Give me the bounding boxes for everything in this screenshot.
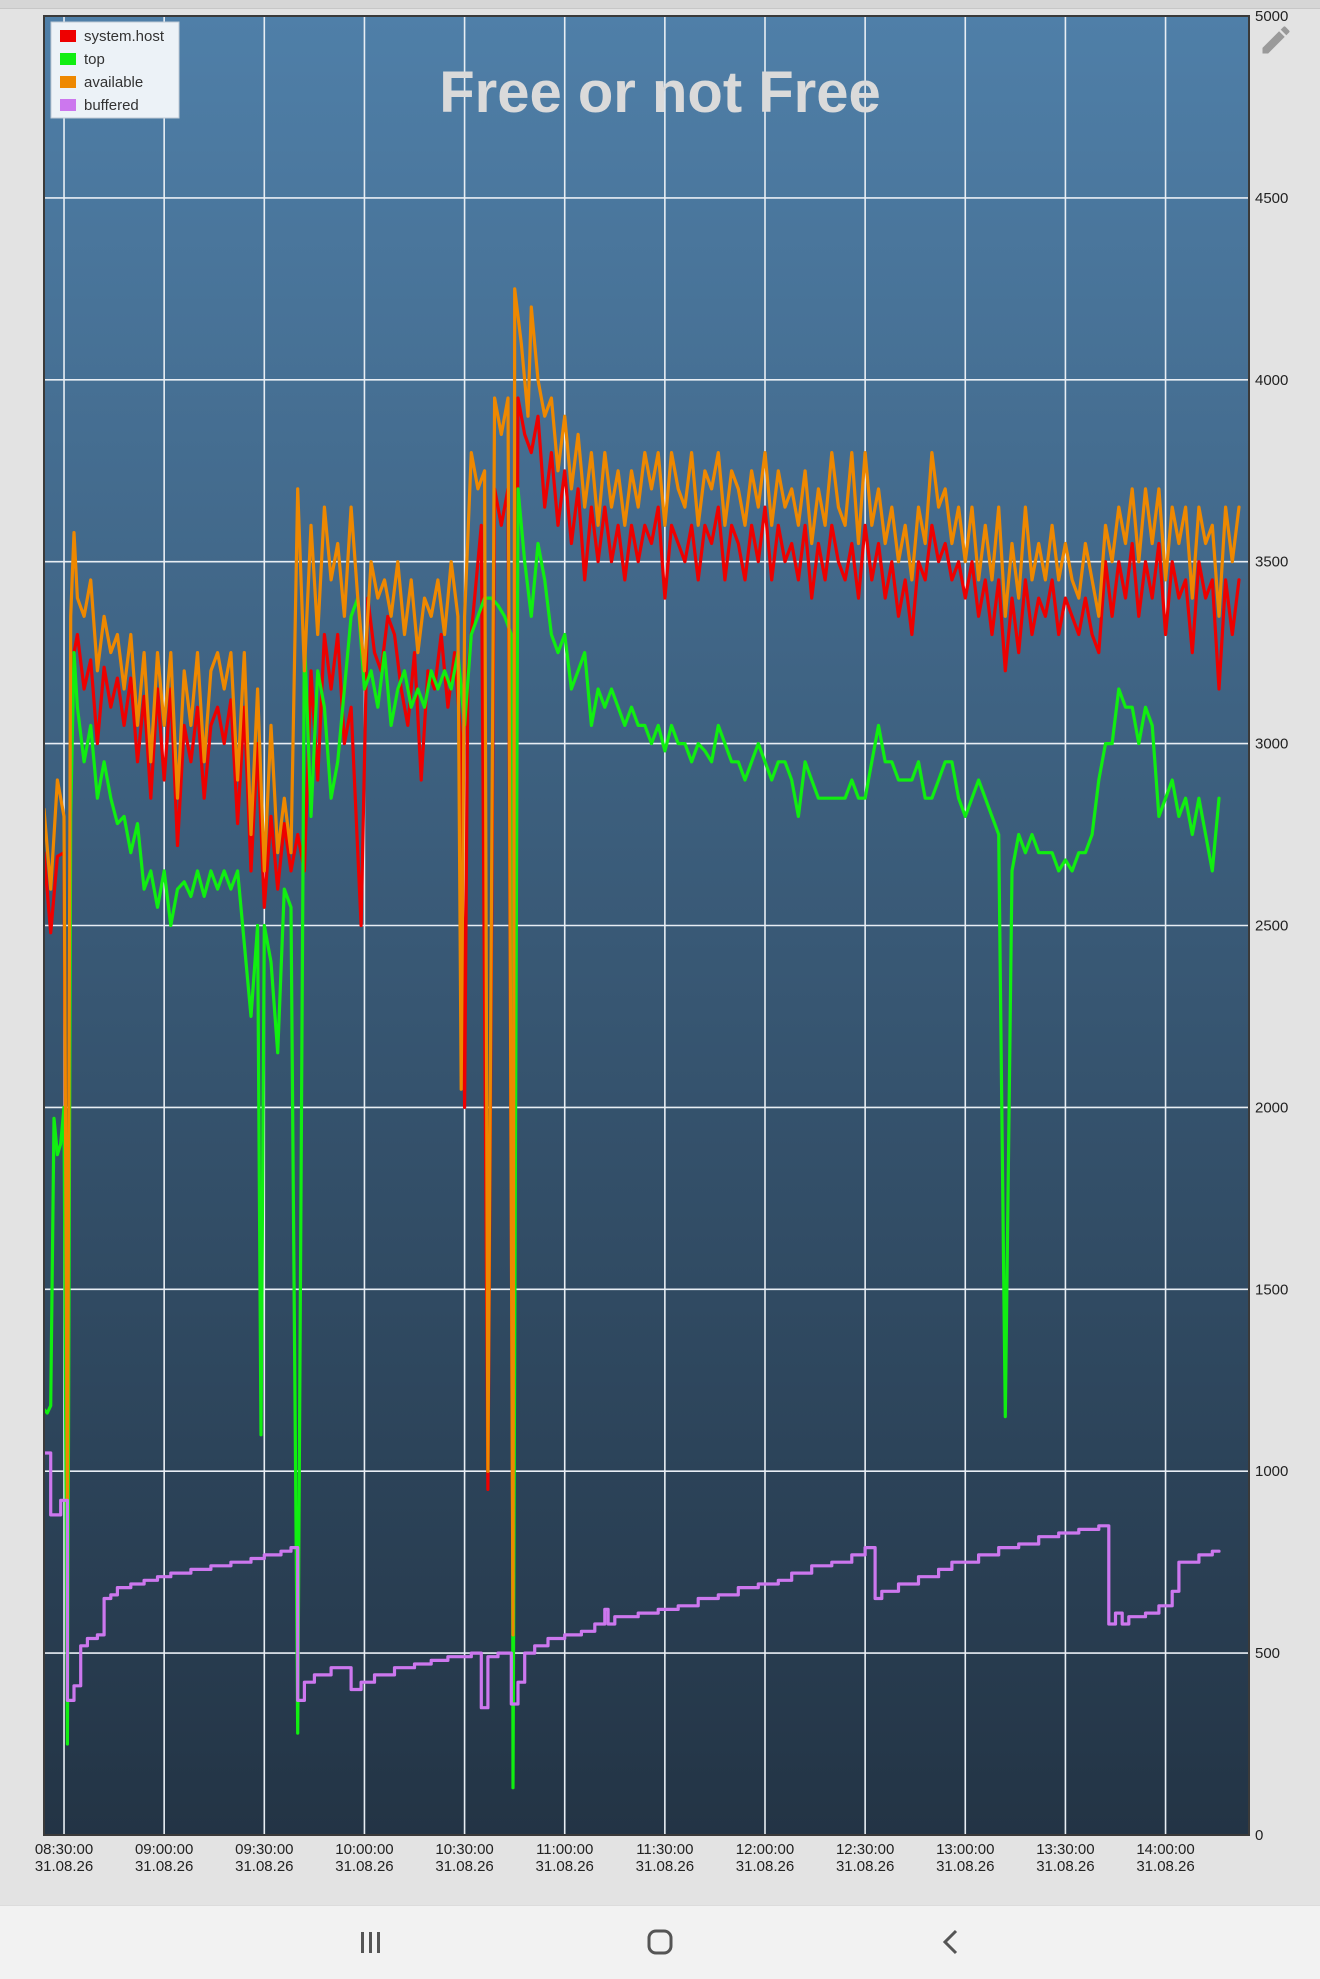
home-icon [647,1929,673,1955]
legend-label: system.host [84,28,165,45]
y-tick-label: 1000 [1255,1463,1288,1480]
series-line-system-host [44,396,1241,1601]
x-tick-date: 31.08.26 [1136,1858,1194,1875]
x-tick-time: 11:30:00 [636,1841,693,1858]
y-tick-label: 3000 [1255,736,1288,753]
y-tick-label: 2000 [1255,1099,1288,1116]
home-button[interactable] [620,1916,700,1968]
legend-label: available [84,74,143,91]
y-tick-label: 1500 [1255,1281,1288,1298]
recent-apps-button[interactable] [330,1916,410,1968]
y-tick-label: 3500 [1255,554,1288,571]
series-line-top [44,487,1221,1790]
x-tick-date: 31.08.26 [35,1858,93,1875]
x-tick-time: 10:00:00 [335,1841,393,1858]
y-tick-label: 0 [1255,1827,1263,1844]
x-tick-date: 31.08.26 [736,1858,794,1875]
edit-button[interactable] [1258,22,1294,58]
x-tick-date: 31.08.26 [1036,1858,1094,1875]
y-tick-label: 4000 [1255,372,1288,389]
legend-swatch [60,53,76,65]
legend[interactable]: system.host top available buffered [50,21,180,119]
x-tick-time: 09:30:00 [235,1841,293,1858]
chart: 0 500 1000 1500 2000 2500 3000 3500 4000 4500 5000… [35,8,1289,1875]
x-axis-ticks: 08:30:0031.08.2609:00:0031.08.2609:30:00… [35,1841,1195,1875]
back-button[interactable] [910,1916,990,1968]
y-tick-label: 4500 [1255,190,1288,207]
android-navigation-bar [0,1905,1320,1979]
legend-label: buffered [84,97,139,114]
x-tick-time: 13:00:00 [936,1841,994,1858]
x-tick-time: 10:30:00 [435,1841,493,1858]
x-tick-date: 31.08.26 [135,1858,193,1875]
x-tick-time: 12:30:00 [836,1841,894,1858]
x-tick-date: 31.08.26 [936,1858,994,1875]
x-tick-time: 14:00:00 [1136,1841,1194,1858]
x-tick-time: 11:00:00 [536,1841,593,1858]
y-axis-ticks: 0 500 1000 1500 2000 2500 3000 3500 4000 4500 5000 [1255,8,1288,1844]
legend-swatch [60,99,76,111]
chart-title: Free or not Free [439,60,881,125]
legend-swatch [60,30,76,42]
horizontal-gridlines [44,197,1249,1654]
x-tick-date: 31.08.26 [836,1858,894,1875]
recent-apps-icon [361,1932,380,1953]
x-tick-date: 31.08.26 [335,1858,393,1875]
x-tick-time: 13:30:00 [1036,1841,1094,1858]
y-tick-label: 5000 [1255,8,1288,25]
y-tick-label: 500 [1255,1645,1280,1662]
series-line-buffered [44,1451,1221,1710]
y-tick-label: 2500 [1255,918,1288,935]
pencil-icon [1262,26,1290,54]
series-line-available [44,287,1241,1637]
legend-swatch [60,76,76,88]
x-tick-time: 09:00:00 [135,1841,193,1858]
legend-label: top [84,51,105,68]
x-tick-time: 12:00:00 [736,1841,794,1858]
back-icon [942,1929,958,1955]
plot-border [43,15,1250,1836]
x-tick-date: 31.08.26 [536,1858,594,1875]
x-tick-date: 31.08.26 [435,1858,493,1875]
series-lines [44,287,1241,1790]
x-tick-date: 31.08.26 [636,1858,694,1875]
x-tick-date: 31.08.26 [235,1858,293,1875]
status-strip [0,0,1320,9]
x-tick-time: 08:30:00 [35,1841,93,1858]
